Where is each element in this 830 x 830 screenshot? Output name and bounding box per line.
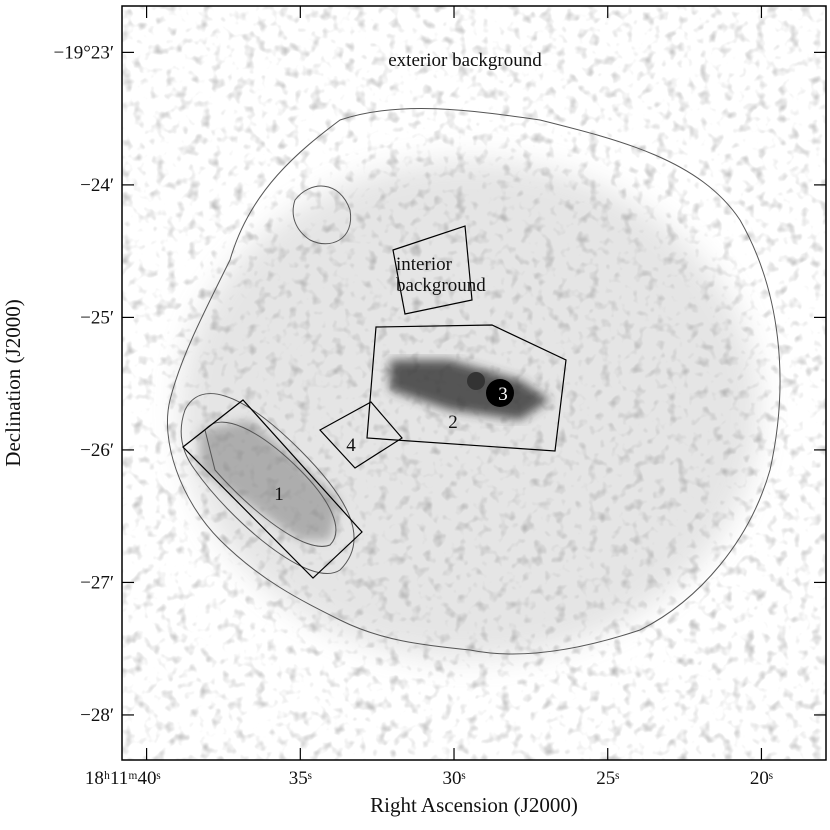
region-4	[319, 401, 403, 469]
x-tick-label: 20ˢ	[750, 768, 773, 789]
x-tick-label: 18ʰ11ᵐ40ˢ	[85, 768, 161, 789]
annotation: exterior background	[388, 50, 542, 71]
region-1	[182, 399, 363, 579]
annotation: 2	[448, 412, 458, 433]
y-tick-label: −27′	[80, 572, 114, 593]
y-tick-label: −24′	[80, 175, 114, 196]
annotation: interior	[396, 254, 453, 275]
y-axis-label: Declination (J2000)	[1, 299, 25, 466]
x-tick-label: 35ˢ	[289, 768, 312, 789]
sky-image	[122, 6, 826, 760]
annotation: 3	[498, 384, 508, 405]
interior-region	[392, 225, 473, 315]
frame	[121, 5, 827, 761]
x-tick-label: 25ˢ	[596, 768, 619, 789]
y-tick-label: −25′	[80, 307, 114, 328]
x-tick-label: 30ˢ	[442, 768, 465, 789]
region-2-3	[366, 324, 567, 452]
annotation: 1	[274, 484, 284, 505]
y-tick-label: −26′	[80, 440, 114, 461]
annotation: 4	[346, 435, 356, 456]
annotation: background	[396, 275, 486, 296]
x-axis-label: Right Ascension (J2000)	[370, 793, 578, 817]
y-tick-label: −19°23′	[54, 42, 114, 63]
y-tick-label: −28′	[80, 705, 114, 726]
